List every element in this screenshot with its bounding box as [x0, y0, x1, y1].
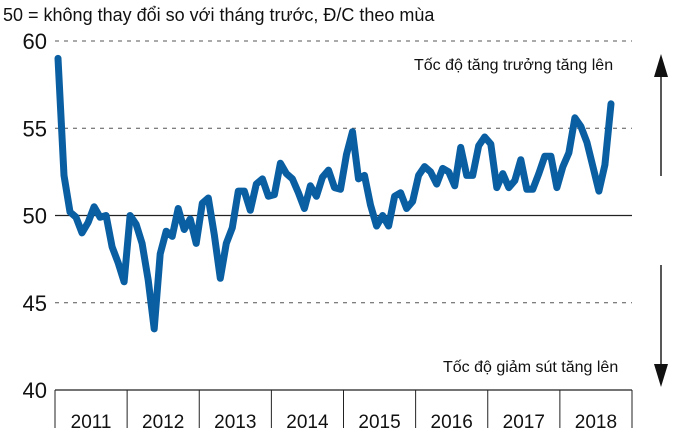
y-axis: 40 45 50 55 60	[23, 29, 47, 403]
y-tick-label: 55	[23, 116, 47, 141]
y-tick-label: 60	[23, 29, 47, 54]
x-tick-label: 2016	[431, 412, 473, 433]
x-tick-label: 2018	[575, 412, 617, 433]
x-tick-label: 2012	[142, 412, 184, 433]
y-tick-label: 50	[23, 204, 47, 229]
x-tick-label: 2014	[286, 412, 329, 433]
x-tick-label: 2013	[214, 412, 256, 433]
annotation-down: Tốc độ giảm sút tăng lên	[443, 359, 618, 376]
down-arrow-icon	[654, 364, 668, 387]
y-tick-label: 45	[23, 291, 47, 316]
series-line	[54, 54, 615, 333]
y-tick-label: 40	[23, 378, 47, 403]
annotation-up: Tốc độ tăng trưởng tăng lên	[414, 57, 613, 74]
grid	[55, 40, 632, 304]
x-axis: 2011 2012 2013 2014 2015 2016 2017 2018	[54, 389, 633, 433]
direction-arrows	[654, 54, 668, 387]
x-tick-label: 2015	[358, 412, 400, 433]
x-tick-label: 2011	[71, 412, 112, 433]
x-tick-label: 2017	[503, 412, 545, 433]
up-arrow-icon	[654, 54, 668, 77]
chart-subtitle: 50 = không thay đổi so với tháng trước, …	[3, 5, 435, 25]
